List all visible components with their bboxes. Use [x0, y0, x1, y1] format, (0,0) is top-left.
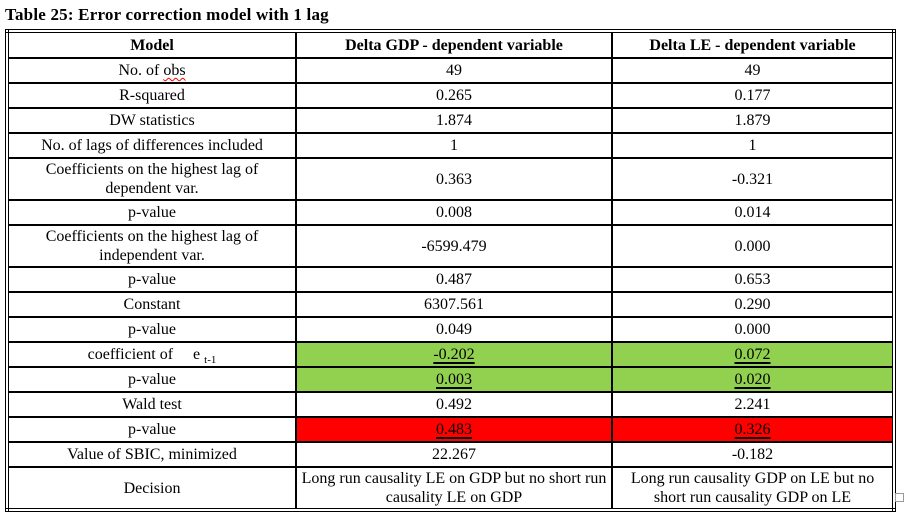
gdp-value-cell: 0.008	[295, 199, 613, 226]
gdp-value-cell: 0.265	[295, 82, 613, 109]
row-label-cell: Coefficients on the highest lag of depen…	[6, 157, 297, 201]
table-caption: Table 25: Error correction model with 1 …	[5, 5, 329, 24]
row-label-cell: Decision	[6, 466, 297, 511]
row-label-cell: p-value	[6, 416, 297, 443]
table-row: Constant 6307.561 0.290	[6, 291, 895, 318]
row-label-cell: DW statistics	[6, 107, 297, 134]
gdp-value-cell: 0.363	[295, 157, 613, 201]
le-value-cell: -0.182	[611, 441, 895, 468]
le-value-cell: 0.653	[611, 266, 895, 293]
le-value-cell: 0.014	[611, 199, 895, 226]
column-header-le: Delta LE - dependent variable	[611, 30, 895, 59]
gdp-value-cell: 22.267	[295, 441, 613, 468]
table-row: p-value 0.487 0.653	[6, 266, 895, 293]
le-value-cell: 0.020	[611, 366, 895, 393]
row-label-cell: coefficient of e t-1	[6, 341, 297, 368]
gdp-value-cell: 0.492	[295, 391, 613, 418]
table-row: p-value 0.483 0.326	[6, 416, 895, 443]
gdp-value-cell: 0.003	[295, 366, 613, 393]
le-value-cell: 1.879	[611, 107, 895, 134]
table-row: DW statistics 1.874 1.879	[6, 107, 895, 134]
le-value-cell: 0.326	[611, 416, 895, 443]
row-label-cell: p-value	[6, 199, 297, 226]
gdp-value-cell: -6599.479	[295, 224, 613, 268]
table-row: R-squared 0.265 0.177	[6, 82, 895, 109]
gdp-value-cell: -0.202	[295, 341, 613, 368]
error-correction-table: Model Delta GDP - dependent variable Delta…	[5, 29, 896, 512]
table-row: No. of lags of differences included 1 1	[6, 132, 895, 159]
row-label-cell: Value of SBIC, minimized	[6, 441, 297, 468]
le-value-cell: 2.241	[611, 391, 895, 418]
gdp-value-cell: 0.049	[295, 316, 613, 343]
gdp-value-cell: 6307.561	[295, 291, 613, 318]
gdp-value-cell: 1	[295, 132, 613, 159]
table-row: p-value 0.008 0.014	[6, 199, 895, 226]
row-label-cell: p-value	[6, 266, 297, 293]
table-row: p-value 0.049 0.000	[6, 316, 895, 343]
row-label-cell: p-value	[6, 316, 297, 343]
le-value-cell: 0.000	[611, 224, 895, 268]
row-label-cell: p-value	[6, 366, 297, 393]
column-header-gdp: Delta GDP - dependent variable	[295, 30, 613, 59]
table-row: p-value 0.003 0.020	[6, 366, 895, 393]
gdp-value-cell: 49	[295, 57, 613, 84]
table-row: Decision Long run causality LE on GDP but…	[6, 466, 895, 511]
gdp-value-cell: 0.483	[295, 416, 613, 443]
row-label-cell: No. of lags of differences included	[6, 132, 297, 159]
table-row: Value of SBIC, minimized 22.267 -0.182	[6, 441, 895, 468]
le-value-cell: 49	[611, 57, 895, 84]
row-label-cell: No. of obs	[6, 57, 297, 84]
le-value-cell: 0.290	[611, 291, 895, 318]
column-header-model: Model	[6, 30, 297, 59]
le-value-cell: Long run causality GDP on LE but no shor…	[611, 466, 895, 511]
gdp-value-cell: 0.487	[295, 266, 613, 293]
gdp-value-cell: 1.874	[295, 107, 613, 134]
row-label-cell: Wald test	[6, 391, 297, 418]
le-value-cell: -0.321	[611, 157, 895, 201]
table-row: Coefficients on the highest lag of depen…	[6, 157, 895, 201]
le-value-cell: 0.072	[611, 341, 895, 368]
math-symbol: e t-1	[193, 346, 217, 367]
row-label-cell: Coefficients on the highest lag of indep…	[6, 224, 297, 268]
le-value-cell: 0.177	[611, 82, 895, 109]
misspelled-word: obs	[163, 62, 186, 79]
table-row: Coefficients on the highest lag of indep…	[6, 224, 895, 268]
table-row: coefficient of e t-1 -0.202 0.072	[6, 341, 895, 368]
row-label-cell: Constant	[6, 291, 297, 318]
table-row: Wald test 0.492 2.241	[6, 391, 895, 418]
le-value-cell: 1	[611, 132, 895, 159]
le-value-cell: 0.000	[611, 316, 895, 343]
row-label-cell: R-squared	[6, 82, 297, 109]
ecm-table-body: No. of obs 49 49 R-squared 0.265 0.177 DW stat…	[6, 57, 895, 511]
gdp-value-cell: Long run causality LE on GDP but no shor…	[295, 466, 613, 511]
table-row: No. of obs 49 49	[6, 57, 895, 84]
header-row: Model Delta GDP - dependent variable Delta…	[6, 30, 895, 59]
